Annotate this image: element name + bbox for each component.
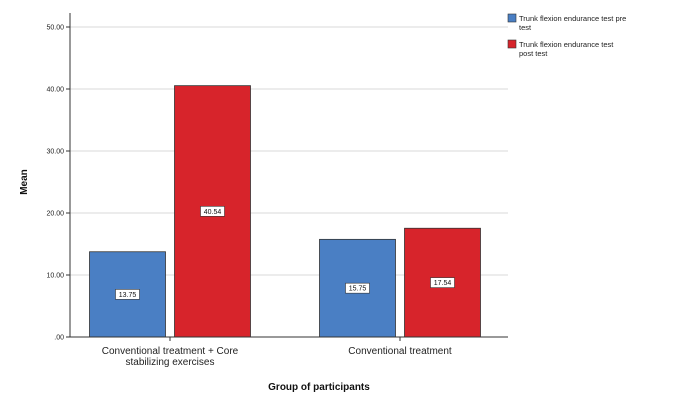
- data-label-box: [430, 277, 455, 288]
- legend: Trunk flexion endurance test pretestTrun…: [507, 13, 626, 58]
- bars: [89, 85, 481, 338]
- data-label: 13.75: [115, 289, 140, 300]
- data-label: 17.54: [430, 277, 455, 288]
- y-tick-label: 10.00: [46, 273, 64, 280]
- data-label-box: [115, 289, 140, 300]
- legend-label: test: [519, 23, 532, 32]
- y-tick-label: 30.00: [46, 149, 64, 156]
- x-category-label: stabilizing exercises: [126, 357, 215, 368]
- data-label: 40.54: [200, 206, 225, 217]
- data-label-text: 15.75: [349, 286, 367, 293]
- y-tick-label: 20.00: [46, 211, 64, 218]
- y-axis-ticks: .00 10.00 20.00 30.00 40.00 50.00: [46, 25, 70, 342]
- legend-label: Trunk flexion endurance test pre: [519, 14, 626, 23]
- y-axis-title: Mean: [19, 169, 30, 195]
- x-axis-title: Group of participants: [268, 382, 370, 393]
- data-label-text: 13.75: [119, 292, 137, 299]
- x-category-label: Conventional treatment + Core: [102, 346, 239, 357]
- x-axis-categories: Conventional treatment + Corestabilizing…: [102, 337, 452, 368]
- y-tick-label: 40.00: [46, 87, 64, 94]
- legend-swatch: [507, 13, 517, 23]
- legend-label: post test: [519, 49, 548, 58]
- legend-swatch: [507, 39, 517, 49]
- y-tick-label: .00: [54, 335, 64, 342]
- data-label: 15.75: [345, 282, 370, 294]
- data-labels: 13.75 15.75 40.54 17.54: [115, 206, 455, 300]
- legend-label: Trunk flexion endurance test: [519, 40, 614, 49]
- y-tick-label: 50.00: [46, 25, 64, 32]
- data-label-box: [345, 282, 370, 294]
- data-label-text: 40.54: [204, 209, 222, 216]
- data-label-text: 17.54: [434, 280, 452, 287]
- data-label-box: [200, 206, 225, 217]
- x-category-label: Conventional treatment: [348, 346, 452, 357]
